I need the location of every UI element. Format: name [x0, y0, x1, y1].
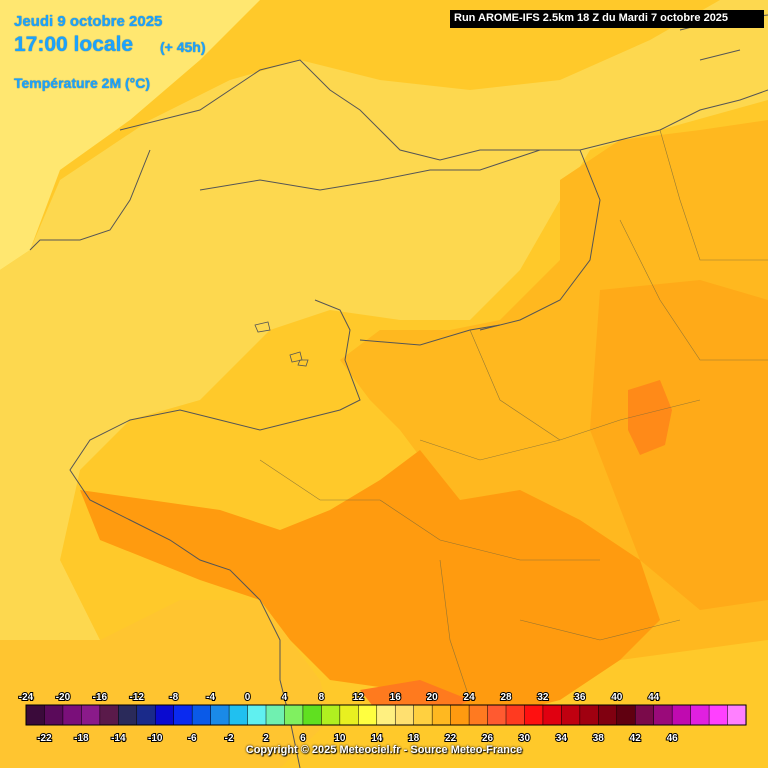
- scale-outline: [25, 704, 747, 726]
- hot-zone-south: [80, 450, 660, 720]
- scale-label-bottom: -2: [225, 733, 234, 744]
- sea-zone: [0, 0, 768, 640]
- scale-swatch: [154, 704, 175, 726]
- scale-swatch: [616, 704, 636, 726]
- scale-label-bottom: 30: [519, 733, 531, 744]
- scale-label-top: 8: [319, 692, 325, 703]
- scale-label-top: 20: [427, 692, 439, 703]
- scale-swatch: [284, 704, 304, 726]
- regional-borders: [259, 129, 768, 701]
- scale-label-top: -4: [206, 692, 215, 703]
- scale-label-top: 40: [611, 692, 623, 703]
- scale-swatch: [505, 704, 526, 726]
- scale-label-bottom: 46: [667, 733, 679, 744]
- scale-swatch: [524, 704, 544, 726]
- color-scale: -24 -20 -16 -12 -8 -4 0 4 8 12 16 20 24 28 32 36 40 44-22…: [18, 691, 747, 745]
- scale-swatch: [468, 704, 489, 726]
- scale-swatch: [81, 704, 101, 726]
- forecast-date: Jeudi 9 octobre 2025: [14, 13, 163, 30]
- scale-swatch: [431, 704, 452, 726]
- scale-label-bottom: 26: [482, 733, 494, 744]
- coastline-channel: [199, 149, 601, 331]
- scale-swatch: [708, 704, 729, 726]
- scale-label-top: -12: [130, 692, 145, 703]
- scale-swatch: [247, 704, 267, 726]
- scale-swatch: [191, 704, 212, 726]
- scale-label-bottom: 14: [371, 733, 383, 744]
- forecast-time: 17:00 locale: [14, 33, 134, 56]
- scale-label-top: -20: [56, 692, 71, 703]
- scale-swatch: [339, 704, 359, 726]
- scale-label-bottom: 2: [263, 733, 269, 744]
- scale-swatch: [671, 704, 692, 726]
- scale-label-bottom: 10: [334, 733, 346, 744]
- copyright-text: Copyright © 2025 Meteociel.fr - Source M…: [245, 744, 523, 756]
- scale-label-top: 12: [353, 692, 365, 703]
- scale-label-bottom: 34: [556, 733, 568, 744]
- scale-swatch: [99, 704, 119, 726]
- run-info-box: [450, 10, 764, 28]
- coastline-france: [69, 299, 501, 768]
- scale-swatch: [634, 704, 655, 726]
- scale-swatch: [450, 704, 470, 726]
- scale-label-bottom: -22: [37, 733, 52, 744]
- scale-swatch: [376, 704, 396, 726]
- scale-label-bottom: -10: [148, 733, 163, 744]
- scale-swatch: [44, 704, 64, 726]
- scale-swatch: [210, 704, 230, 726]
- scale-label-bottom: 42: [630, 733, 642, 744]
- scale-swatch: [358, 704, 378, 726]
- coastline-england: [29, 59, 580, 251]
- scale-swatch: [690, 704, 710, 726]
- hot-spot-east: [628, 380, 672, 455]
- scale-label-bottom: -18: [74, 733, 89, 744]
- scale-label-bottom: 22: [445, 733, 457, 744]
- run-info: Run AROME-IFS 2.5km 18 Z du Mardi 7 octo…: [454, 12, 729, 24]
- channel-islands: [254, 321, 309, 367]
- scale-label-bottom: 18: [408, 733, 420, 744]
- scale-label-bottom: 38: [593, 733, 605, 744]
- forecast-lead-time: (+ 45h): [160, 39, 206, 55]
- scale-label-top: 36: [574, 692, 586, 703]
- scale-label-top: -8: [169, 692, 178, 703]
- scale-label-bottom: -6: [188, 733, 197, 744]
- scale-swatch: [173, 704, 193, 726]
- scale-swatch: [579, 704, 599, 726]
- scale-swatch: [542, 704, 562, 726]
- scale-swatch: [265, 704, 286, 726]
- scale-swatch: [413, 704, 433, 726]
- scale-swatch: [727, 704, 747, 726]
- scale-swatch: [25, 704, 46, 726]
- variable-name: Température 2M (°C): [14, 75, 151, 91]
- scale-swatch: [136, 704, 156, 726]
- scale-label-top: 24: [464, 692, 476, 703]
- scale-label-top: 16: [390, 692, 402, 703]
- scale-label-top: 44: [648, 692, 660, 703]
- warm-zone-east: [590, 280, 768, 610]
- scale-swatch: [118, 704, 138, 726]
- scale-swatch: [228, 704, 249, 726]
- scale-label-top: 0: [245, 692, 251, 703]
- scale-swatch: [598, 704, 618, 726]
- scale-label-top: 32: [537, 692, 549, 703]
- scale-swatch: [321, 704, 341, 726]
- scale-swatch: [394, 704, 415, 726]
- scale-swatch: [302, 704, 322, 726]
- scale-swatch: [653, 704, 673, 726]
- scale-label-bottom: -14: [111, 733, 126, 744]
- scale-swatch: [487, 704, 507, 726]
- cool-zone-west: [0, 0, 260, 270]
- scale-label-top: -16: [93, 692, 108, 703]
- scale-swatch: [561, 704, 581, 726]
- scale-label-top: 28: [500, 692, 512, 703]
- scale-label-top: 4: [282, 692, 288, 703]
- bay-of-biscay: [0, 600, 330, 768]
- scale-label-top: -24: [19, 692, 34, 703]
- scale-swatch: [62, 704, 82, 726]
- scale-label-bottom: 6: [300, 733, 306, 744]
